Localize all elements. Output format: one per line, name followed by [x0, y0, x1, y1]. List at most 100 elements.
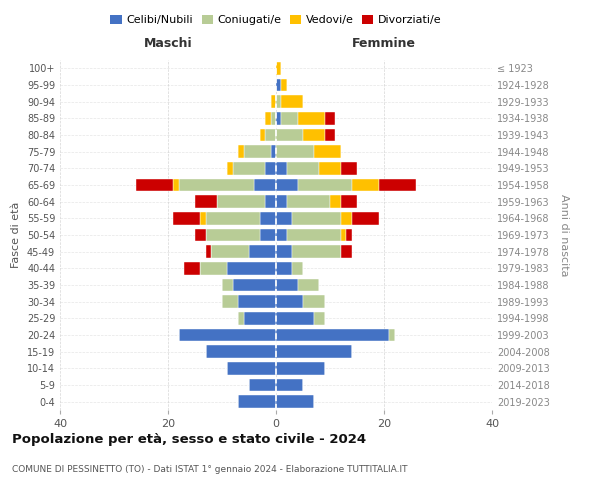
Bar [184, 262, 200, 274]
Bar [244, 312, 276, 324]
Bar [292, 246, 341, 258]
Bar [341, 162, 357, 174]
Bar [276, 212, 292, 224]
Bar [276, 179, 298, 192]
Bar [298, 279, 319, 291]
Bar [330, 196, 341, 208]
Bar [179, 179, 254, 192]
Bar [276, 162, 287, 174]
Bar [341, 196, 357, 208]
Bar [292, 212, 341, 224]
Bar [341, 246, 352, 258]
Bar [238, 312, 244, 324]
Bar [206, 212, 260, 224]
Bar [238, 296, 276, 308]
Bar [265, 112, 271, 124]
Bar [276, 129, 303, 141]
Bar [303, 296, 325, 308]
Bar [238, 396, 276, 408]
Bar [276, 96, 281, 108]
Bar [260, 229, 276, 241]
Bar [271, 112, 276, 124]
Bar [287, 196, 330, 208]
Bar [276, 112, 281, 124]
Bar [260, 129, 265, 141]
Bar [325, 129, 335, 141]
Bar [276, 362, 325, 374]
Bar [233, 162, 265, 174]
Bar [276, 279, 298, 291]
Bar [352, 212, 379, 224]
Bar [249, 379, 276, 391]
Legend: Celibi/Nubili, Coniugati/e, Vedovi/e, Divorziati/e: Celibi/Nubili, Coniugati/e, Vedovi/e, Di… [106, 10, 446, 30]
Bar [206, 246, 211, 258]
Bar [276, 246, 292, 258]
Bar [292, 262, 303, 274]
Bar [233, 279, 276, 291]
Text: Femmine: Femmine [352, 37, 416, 50]
Bar [287, 229, 341, 241]
Bar [281, 79, 287, 92]
Bar [276, 396, 314, 408]
Bar [173, 212, 200, 224]
Text: Popolazione per età, sesso e stato civile - 2024: Popolazione per età, sesso e stato civil… [12, 432, 366, 446]
Bar [314, 312, 325, 324]
Bar [222, 279, 233, 291]
Bar [195, 196, 217, 208]
Bar [281, 96, 303, 108]
Bar [260, 212, 276, 224]
Bar [206, 346, 276, 358]
Bar [271, 146, 276, 158]
Bar [276, 379, 303, 391]
Bar [276, 346, 352, 358]
Bar [352, 179, 379, 192]
Bar [206, 229, 260, 241]
Bar [303, 129, 325, 141]
Bar [211, 246, 249, 258]
Bar [200, 212, 206, 224]
Bar [227, 262, 276, 274]
Bar [195, 229, 206, 241]
Bar [346, 229, 352, 241]
Bar [298, 179, 352, 192]
Bar [200, 262, 227, 274]
Bar [227, 162, 233, 174]
Bar [379, 179, 416, 192]
Bar [173, 179, 179, 192]
Y-axis label: Anni di nascita: Anni di nascita [559, 194, 569, 276]
Text: COMUNE DI PESSINETTO (TO) - Dati ISTAT 1° gennaio 2024 - Elaborazione TUTTITALIA: COMUNE DI PESSINETTO (TO) - Dati ISTAT 1… [12, 466, 407, 474]
Bar [341, 212, 352, 224]
Bar [341, 229, 346, 241]
Bar [325, 112, 335, 124]
Bar [276, 329, 389, 341]
Bar [314, 146, 341, 158]
Y-axis label: Fasce di età: Fasce di età [11, 202, 21, 268]
Bar [276, 62, 281, 74]
Bar [238, 146, 244, 158]
Bar [276, 229, 287, 241]
Bar [319, 162, 341, 174]
Bar [276, 296, 303, 308]
Bar [222, 296, 238, 308]
Bar [179, 329, 276, 341]
Bar [276, 79, 281, 92]
Bar [136, 179, 173, 192]
Bar [276, 262, 292, 274]
Bar [271, 96, 276, 108]
Bar [227, 362, 276, 374]
Bar [254, 179, 276, 192]
Bar [287, 162, 319, 174]
Bar [276, 146, 314, 158]
Bar [281, 112, 298, 124]
Bar [217, 196, 265, 208]
Bar [265, 196, 276, 208]
Bar [276, 312, 314, 324]
Bar [298, 112, 325, 124]
Bar [244, 146, 271, 158]
Bar [389, 329, 395, 341]
Text: Maschi: Maschi [143, 37, 193, 50]
Bar [265, 162, 276, 174]
Bar [249, 246, 276, 258]
Bar [276, 196, 287, 208]
Bar [265, 129, 276, 141]
